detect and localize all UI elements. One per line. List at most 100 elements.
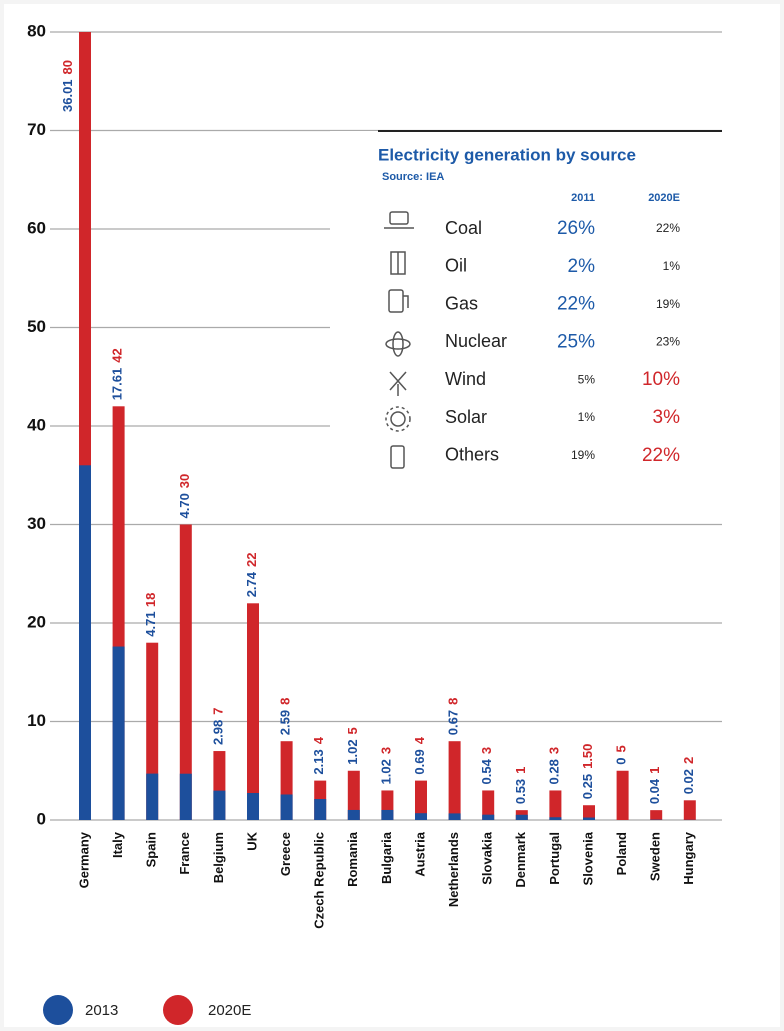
value-label: 2.59 8	[278, 698, 293, 736]
bar	[213, 790, 226, 820]
bar	[146, 773, 159, 820]
column-header: 2011	[571, 192, 595, 204]
row-label: Coal	[445, 218, 482, 238]
value-label-part: 7	[211, 708, 226, 715]
x-tick-label: Denmark	[513, 831, 528, 887]
bar	[247, 793, 259, 820]
value-label-part: 0.69	[412, 749, 427, 774]
value-label: 0.67 8	[446, 698, 461, 736]
value-label-part: 8	[278, 698, 293, 705]
x-tick-label: Portugal	[547, 832, 562, 885]
bar	[347, 809, 360, 820]
value-label-part: 1.02	[345, 739, 360, 764]
bar	[347, 770, 360, 820]
value-label-part: 0.02	[681, 769, 696, 794]
y-tick-label: 0	[37, 809, 46, 828]
cell: 23%	[656, 335, 680, 349]
value-label-part: 0.53	[513, 779, 528, 804]
value-label: 0.04 1	[648, 767, 663, 805]
value-label: 4.70 30	[177, 474, 192, 519]
legend-label: 2013	[85, 1002, 118, 1019]
value-label: 1.02 3	[379, 747, 394, 785]
value-label-part: 22	[244, 553, 259, 567]
bar	[583, 805, 595, 820]
legend-swatch	[163, 995, 193, 1025]
value-label: 2.13 4	[312, 736, 327, 774]
value-label-part: 1	[513, 767, 528, 774]
x-tick-label: Hungary	[681, 831, 696, 885]
value-label: 17.61 42	[110, 348, 125, 400]
x-tick-label: Belgium	[211, 832, 226, 883]
value-label: 0.02 2	[681, 757, 696, 795]
value-label: 0.25 1.50	[580, 744, 595, 800]
legend-label: 2020E	[208, 1002, 251, 1019]
x-tick-label: UK	[244, 831, 259, 850]
x-tick-label: Greece	[278, 832, 293, 876]
value-label: 05	[614, 745, 629, 764]
value-label: 0.53 1	[513, 767, 528, 805]
cell: 22%	[656, 221, 680, 235]
y-tick-label: 30	[27, 514, 46, 533]
cell: 26%	[557, 218, 595, 239]
bar	[482, 814, 495, 820]
bar	[179, 773, 192, 820]
value-label: 0.69 4	[412, 736, 427, 774]
bar	[549, 817, 562, 820]
y-tick-label: 70	[27, 120, 46, 139]
value-label-part: 2.59	[278, 710, 293, 735]
bar	[616, 770, 629, 820]
value-label-part: 2.13	[312, 749, 327, 774]
cell: 10%	[642, 369, 680, 390]
inset-background	[330, 131, 730, 476]
value-label-part: 18	[144, 593, 159, 607]
legend-swatch	[43, 995, 73, 1025]
value-label-part: 2.74	[244, 571, 259, 597]
row-label: Solar	[445, 407, 487, 427]
cell: 22%	[557, 294, 595, 315]
bar	[314, 799, 327, 820]
value-label: 0.28 3	[547, 747, 562, 785]
value-label-part: 30	[177, 474, 192, 488]
x-tick-label: Sweden	[648, 832, 663, 881]
value-label-part: 5	[345, 727, 360, 734]
bar	[683, 800, 696, 820]
x-tick-label: Czech Republic	[312, 832, 327, 929]
y-tick-label: 80	[27, 21, 46, 40]
value-label: 1.02 5	[345, 727, 360, 765]
bar	[448, 813, 461, 820]
y-tick-label: 60	[27, 218, 46, 237]
value-label-part: 0	[614, 758, 629, 765]
row-label: Nuclear	[445, 331, 507, 351]
cell: 5%	[578, 372, 596, 386]
row-label: Wind	[445, 369, 486, 389]
x-tick-label: Netherlands	[446, 832, 461, 907]
row-label: Others	[445, 445, 499, 465]
cell: 3%	[653, 407, 681, 428]
cell: 19%	[571, 448, 595, 462]
y-tick-label: 20	[27, 612, 46, 631]
bar	[415, 813, 427, 820]
value-label-part: 4	[412, 736, 427, 744]
x-tick-label: Slovenia	[580, 831, 595, 885]
icons	[384, 211, 414, 469]
bar	[280, 794, 293, 820]
value-label-part: 1.50	[580, 744, 595, 769]
value-label: 2.74 22	[244, 553, 259, 598]
bar	[79, 465, 91, 820]
value-label-part: 3	[547, 747, 562, 754]
value-label-part: 4	[312, 736, 327, 744]
bar	[112, 646, 125, 820]
bar	[247, 603, 259, 820]
x-tick-label: Slovakia	[480, 831, 495, 885]
y-tick-label: 40	[27, 415, 46, 434]
bar	[448, 741, 461, 820]
bar	[381, 809, 394, 820]
x-tick-label: Romania	[345, 831, 360, 887]
x-tick-label: France	[177, 832, 192, 875]
x-tick-label: Spain	[144, 832, 159, 867]
value-label: 4.71 18	[144, 593, 159, 637]
value-label-part: 4.70	[177, 493, 192, 518]
value-label-part: 0.54	[480, 758, 495, 784]
bar	[515, 814, 528, 820]
x-tick-label: Poland	[614, 832, 629, 875]
